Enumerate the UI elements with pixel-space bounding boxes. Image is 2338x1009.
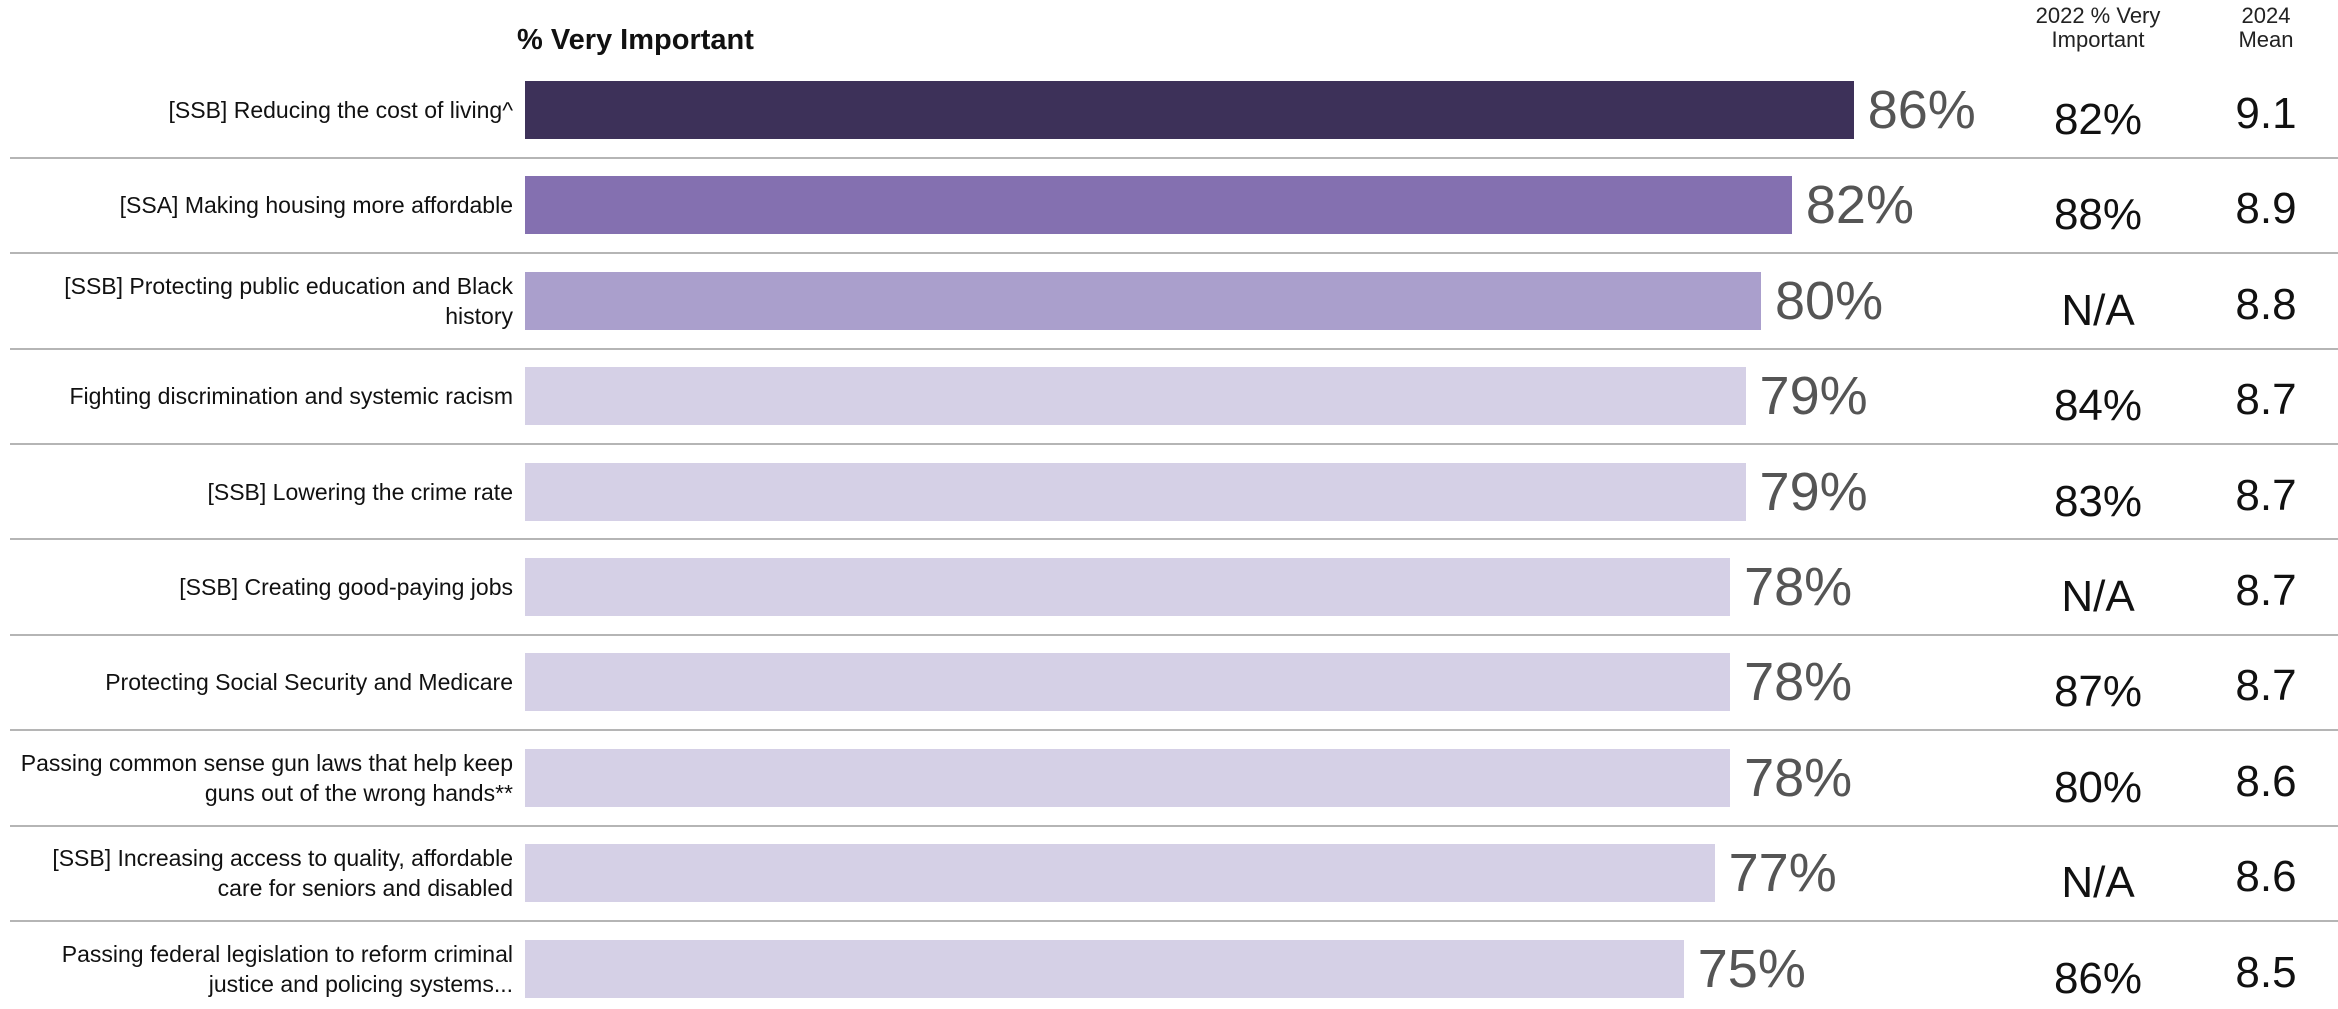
column-value: 8.7 xyxy=(2235,661,2297,711)
value-label: 77% xyxy=(1728,843,1837,904)
column-header: 2024 Mean xyxy=(2238,3,2294,52)
bar xyxy=(525,462,1746,521)
column-value: 82% xyxy=(2053,95,2143,144)
value-label: 78% xyxy=(1744,652,1853,713)
category-label: [SSB] Lowering the crime rate xyxy=(207,478,513,505)
column-header: 2022 % Very Important xyxy=(2035,3,2161,52)
value-label: 80% xyxy=(1775,270,1884,331)
column-value: 8.6 xyxy=(2235,756,2297,806)
column-value: 83% xyxy=(2053,476,2143,526)
column-value: 8.5 xyxy=(2235,947,2297,997)
value-label: 86% xyxy=(1867,80,1976,140)
column-value: 86% xyxy=(2053,953,2143,1003)
column-value: 8.8 xyxy=(2235,279,2297,329)
column-value: 88% xyxy=(2053,190,2143,240)
row-separator xyxy=(10,729,2338,732)
column-value: 8.7 xyxy=(2235,566,2297,615)
column-value: 9.1 xyxy=(2235,89,2297,138)
category-label: Passing common sense gun laws that help … xyxy=(20,749,513,806)
column-value: N/A xyxy=(2061,285,2135,335)
row-separator xyxy=(10,442,2338,445)
column-value: 8.7 xyxy=(2235,375,2297,425)
column-value: 87% xyxy=(2053,667,2143,717)
value-label: 75% xyxy=(1697,938,1806,999)
bar xyxy=(525,939,1684,998)
column-value: 8.9 xyxy=(2235,184,2297,234)
row-separator xyxy=(10,633,2338,636)
value-label: 78% xyxy=(1744,747,1853,808)
row-separator xyxy=(10,824,2338,827)
column-value: 84% xyxy=(2053,381,2143,431)
column-value: 8.6 xyxy=(2235,852,2297,902)
bar xyxy=(525,748,1731,807)
row-separator xyxy=(10,538,2338,541)
row-separator xyxy=(10,156,2338,159)
row-separator xyxy=(10,919,2338,922)
category-label: Protecting Social Security and Medicare xyxy=(105,669,513,696)
column-value: N/A xyxy=(2061,572,2135,621)
value-label: 79% xyxy=(1759,461,1868,522)
category-label: Passing federal legislation to reform cr… xyxy=(61,940,513,997)
chart-title: % Very Important xyxy=(517,24,754,56)
category-label: [SSB] Protecting public education and Bl… xyxy=(64,272,513,329)
category-label: [SSB] Creating good-paying jobs xyxy=(179,574,513,600)
category-label: [SSB] Reducing the cost of living^ xyxy=(168,97,513,123)
bar xyxy=(525,558,1731,616)
bar xyxy=(525,176,1792,235)
bar xyxy=(525,653,1731,712)
column-value: 8.7 xyxy=(2235,470,2297,520)
row-separator xyxy=(10,347,2338,350)
bar xyxy=(525,844,1715,903)
value-label: 82% xyxy=(1805,175,1914,236)
column-value: 80% xyxy=(2053,762,2143,812)
value-label: 78% xyxy=(1744,557,1853,617)
category-label: [SSB] Increasing access to quality, affo… xyxy=(52,845,513,902)
bar xyxy=(525,81,1854,139)
category-label: [SSA] Making housing more affordable xyxy=(119,192,513,219)
bar xyxy=(525,367,1746,426)
row-separator xyxy=(10,252,2338,255)
value-label: 79% xyxy=(1759,366,1868,427)
column-value: N/A xyxy=(2061,858,2135,908)
category-label: Fighting discrimination and systemic rac… xyxy=(69,383,513,410)
bar xyxy=(525,271,1761,330)
